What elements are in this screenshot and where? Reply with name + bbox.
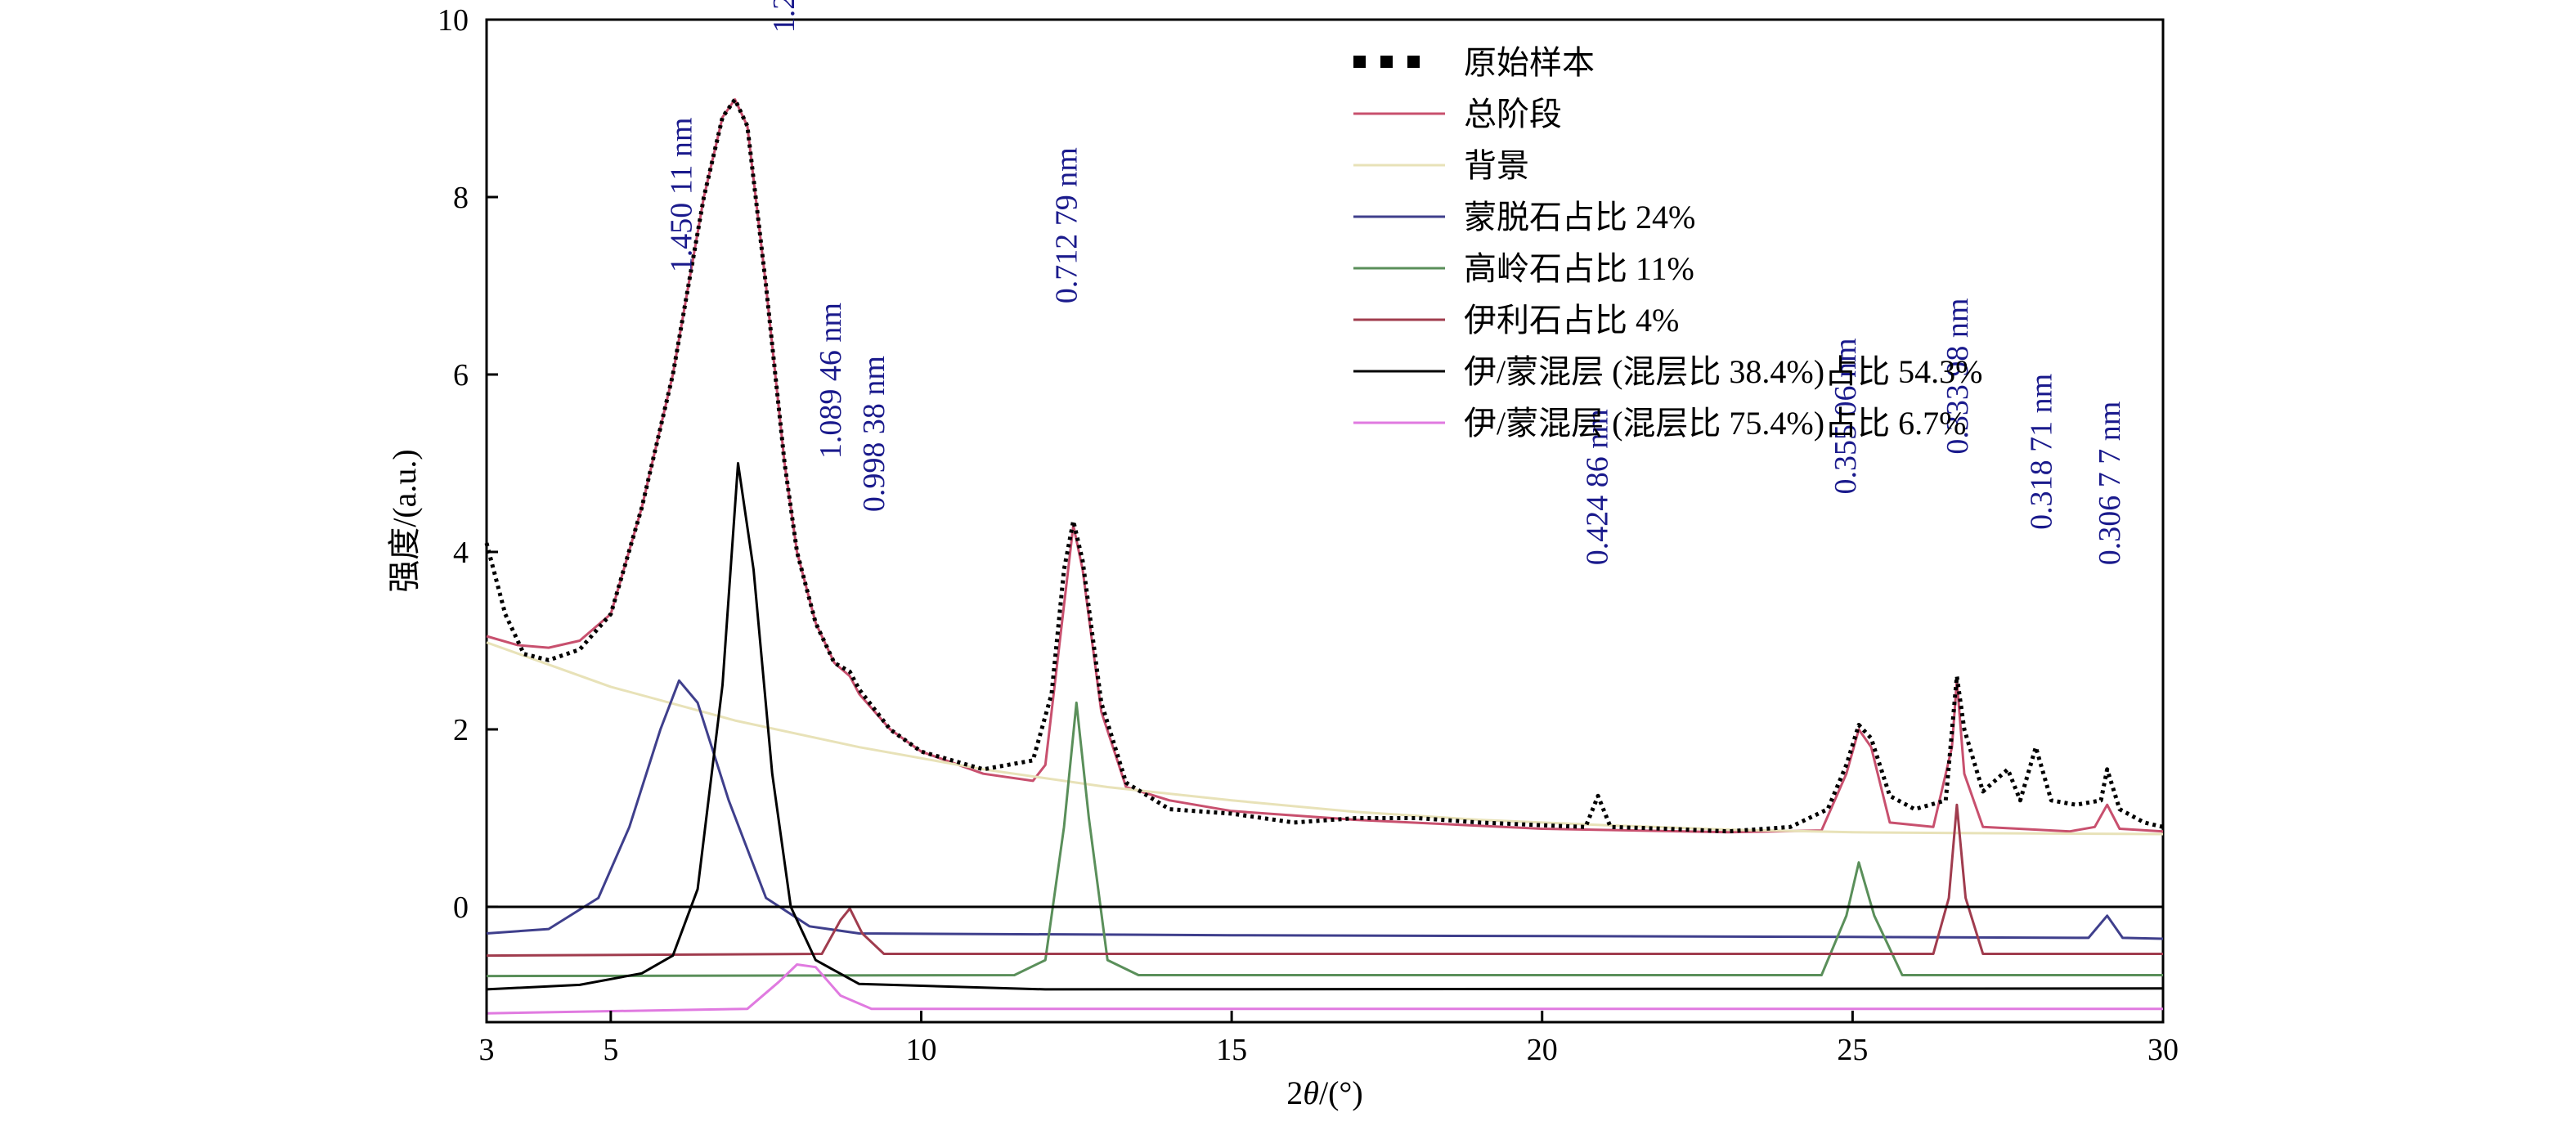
x-tick-label: 10 [905,1033,936,1067]
x-tick-label: 15 [1216,1033,1247,1067]
annotation-layer: 1.450 11 nm 1.258 27 nm 1.089 46 nm 0.998 3… [665,0,2127,565]
series-line [486,98,2164,834]
x-tick-label: 5 [603,1033,618,1067]
y-tick-label: 8 [453,181,469,215]
legend-item: 伊/蒙混层 (混层比 75.4%)占比 6.7% [1353,405,1966,442]
legend-label: 伊利石占比 4% [1464,302,1679,339]
series-line [486,462,2164,991]
legend-item: 高岭石占比 11% [1353,250,1694,287]
peak-label: 0.306 7 7 nm [2093,402,2127,566]
axes-layer: 3 5 10 15 20 25 30 0 2 4 6 8 10 [438,3,2179,1067]
legend-label: 总阶段 [1464,96,1562,132]
y-tick-label: 10 [438,3,469,38]
legend-item: 伊/蒙混层 (混层比 38.4%)占比 54.3% [1353,353,1982,390]
legend-label: 伊/蒙混层 (混层比 75.4%)占比 6.7% [1464,405,1966,442]
legend-label: 高岭石占比 11% [1464,250,1694,287]
peak-label: 0.318 71 nm [2024,374,2058,530]
x-axis-label-italic: θ [1303,1074,1319,1111]
series-layer [484,97,2164,1015]
legend-item: 原始样本 [1353,44,1595,81]
legend-item: 背景 [1353,147,1529,184]
peak-label: 0.712 79 nm [1049,147,1084,303]
y-tick-label: 6 [453,358,469,393]
x-axis-label-suffix: /(°) [1319,1074,1363,1111]
legend-label: 背景 [1464,147,1529,184]
series-line [486,963,2163,1015]
x-tick-label: 3 [479,1033,495,1067]
peak-label: 1.089 46 nm [814,303,848,459]
legend-label: 原始样本 [1464,44,1595,81]
x-tick-label: 25 [1837,1033,1868,1067]
peak-label: 0.333 98 nm [1941,298,1975,455]
plot-frame [485,18,2165,1024]
legend-swatch [1407,56,1420,68]
legend-item: 蒙脱石占比 24% [1353,199,1695,236]
peak-label: 1.258 27 nm [767,0,801,33]
y-tick-label: 2 [453,713,469,747]
series-line [486,641,2164,836]
legend-label: 伊/蒙混层 (混层比 38.4%)占比 54.3% [1464,353,1982,390]
peak-label: 0.424 86 nm [1580,409,1614,565]
x-axis-label: 2θ/(°) [1286,1074,1362,1111]
legend-item: 总阶段 [1353,96,1562,132]
peak-label: 0.998 38 nm [857,356,891,512]
x-tick-label: 20 [1527,1033,1558,1067]
legend-item: 伊利石占比 4% [1353,302,1679,339]
x-tick-label: 30 [2147,1033,2179,1067]
y-tick-label: 4 [453,536,469,570]
legend-label: 蒙脱石占比 24% [1464,199,1695,236]
y-axis-label: 强度/(a.u.) [386,449,423,593]
series-line [486,679,2164,940]
y-tick-label: 0 [453,890,469,925]
peak-label: 0.355 06 nm [1829,338,1863,494]
legend-swatch [1380,56,1393,68]
peak-label: 1.450 11 nm [665,118,699,273]
series-line [484,97,2164,834]
legend-swatch [1353,56,1366,68]
x-axis-label-prefix: 2 [1286,1074,1303,1111]
